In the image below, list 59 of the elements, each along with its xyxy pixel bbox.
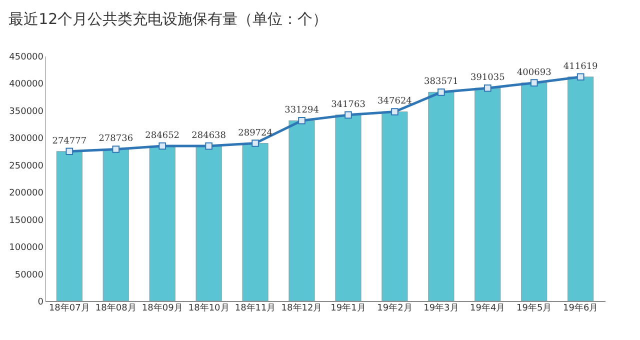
x-tick-label: 18年10月 [188, 302, 230, 314]
bar [568, 76, 594, 302]
point [112, 146, 120, 153]
bar [196, 146, 222, 302]
point [66, 148, 74, 156]
data-label: 289724 [238, 128, 273, 138]
bar [335, 114, 362, 302]
y-tick-label: 350000 [9, 106, 44, 117]
point [205, 142, 212, 150]
bar [521, 82, 548, 302]
data-label: 274777 [52, 136, 87, 146]
x-tick-label: 19年5月 [516, 302, 552, 314]
x-tick-label: 19年6月 [563, 302, 598, 314]
y-tick-label: 450000 [9, 52, 44, 62]
point [391, 108, 398, 116]
x-tick-label: 18年09月 [142, 302, 183, 314]
x-tick-label: 18年11月 [234, 302, 276, 314]
bar [102, 148, 129, 302]
data-label: 331294 [284, 106, 320, 116]
y-tick-label: 300000 [9, 134, 44, 144]
data-label: 383571 [424, 77, 458, 88]
bar [56, 151, 82, 302]
data-label: 284652 [145, 131, 180, 142]
chart-title: 最近12个月公共类充电设施保有量（单位：个） [8, 10, 328, 28]
y-tick-label: 150000 [9, 216, 44, 226]
data-label: 278736 [98, 134, 134, 144]
data-label: 391035 [470, 73, 506, 84]
x-tick-label: 19年1月 [330, 302, 366, 314]
point [344, 111, 352, 119]
x-tick-label: 18年07月 [48, 302, 90, 314]
y-tick-label: 400000 [9, 80, 44, 90]
point [438, 88, 445, 96]
bar [242, 143, 268, 302]
x-tick-label: 18年08月 [95, 302, 136, 314]
bar [428, 92, 454, 302]
x-tick-label: 19年4月 [470, 302, 506, 314]
data-label: 347624 [378, 96, 412, 107]
bar [149, 146, 176, 302]
data-label: 341763 [331, 100, 366, 110]
point [298, 116, 306, 124]
y-tick-label: 50000 [14, 270, 44, 280]
data-label: 411619 [563, 62, 598, 72]
y-tick-label: 0 [38, 298, 44, 308]
x-tick-label: 19年3月 [424, 302, 459, 314]
point [158, 142, 166, 150]
bar [382, 111, 408, 302]
x-tick-label: 19年2月 [377, 302, 412, 314]
x-tick-label: 18年12月 [281, 302, 322, 314]
point [576, 73, 584, 81]
point [252, 140, 259, 147]
y-tick-label: 100000 [9, 243, 44, 254]
bar [474, 88, 501, 302]
y-tick-label: 250000 [9, 161, 44, 172]
point [530, 79, 538, 87]
y-tick-label: 200000 [9, 188, 44, 199]
point [484, 84, 492, 92]
data-label: 400693 [516, 68, 552, 78]
bar [288, 120, 315, 302]
data-label: 284638 [192, 131, 226, 142]
